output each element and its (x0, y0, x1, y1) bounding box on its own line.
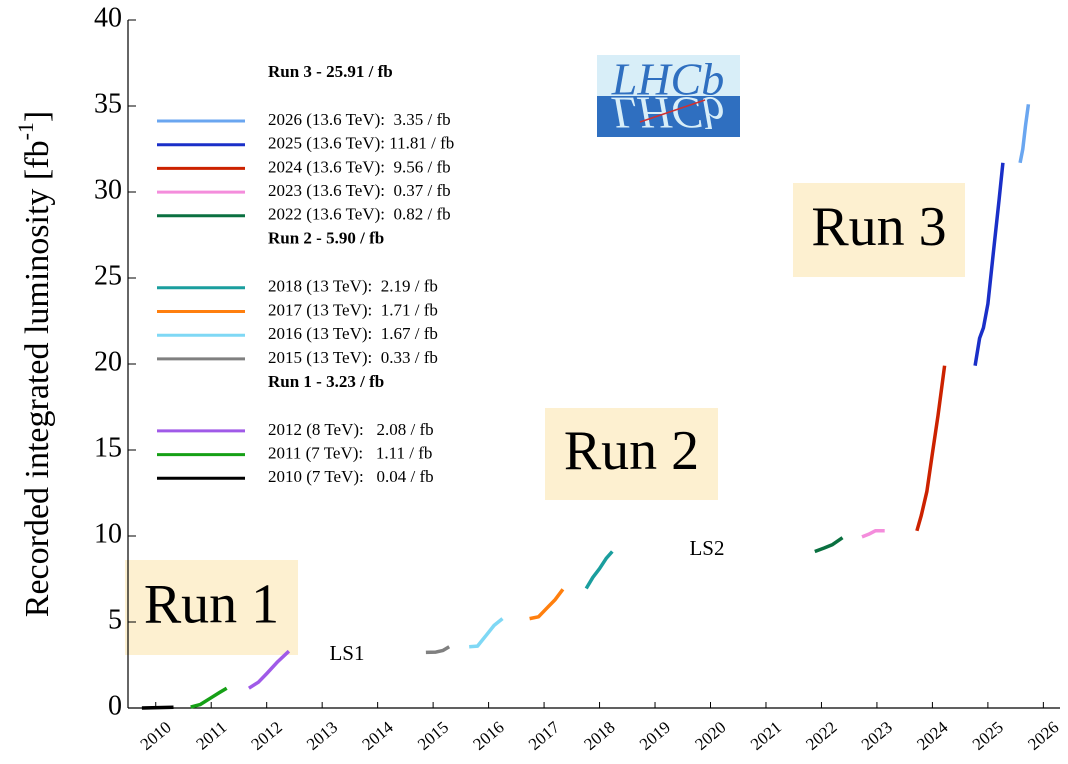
legend-label: 2024 (13.6 TeV): 9.56 / fb (268, 157, 451, 176)
run-label: Run 3 (811, 196, 946, 258)
legend-label: 2017 (13 TeV): 1.71 / fb (268, 300, 438, 319)
y-label-end: ] (19, 111, 56, 122)
legend-title: Run 3 - 25.91 / fb (268, 62, 393, 81)
legend-label: 2015 (13 TeV): 0.33 / fb (268, 348, 438, 367)
series-line (425, 645, 451, 655)
run-label: Run 1 (144, 573, 279, 635)
legend-label: 2018 (13 TeV): 2.19 / fb (268, 277, 438, 296)
legend-label: 2026 (13.6 TeV): 3.35 / fb (268, 110, 451, 129)
series-line (529, 588, 565, 621)
series-line (247, 649, 291, 690)
run-box (793, 183, 965, 277)
y-label-main: Recorded integrated luminosity [fb (19, 140, 56, 617)
run-label: Run 2 (564, 420, 699, 482)
legend-label: 2016 (13 TeV): 1.67 / fb (268, 324, 438, 343)
legend-title: Run 2 - 5.90 / fb (268, 229, 384, 248)
series-line (814, 536, 844, 554)
run-box (125, 560, 298, 655)
y-axis-label: Recorded integrated luminosity [fb-1] (13, 111, 56, 617)
y-label-sup: -1 (13, 122, 38, 140)
y-tick-label: 5 (108, 604, 122, 635)
logo: LHCb LHCb (597, 54, 740, 138)
logo-line (639, 99, 706, 123)
legend-label: 2023 (13.6 TeV): 0.37 / fb (268, 181, 451, 200)
y-tick-label: 10 (94, 518, 122, 549)
y-tick-label: 25 (94, 260, 122, 291)
legend-label: 2025 (13.6 TeV): 11.81 / fb (268, 134, 454, 153)
series-line (861, 529, 885, 539)
y-tick-label: 0 (108, 690, 122, 721)
run-box (545, 408, 718, 500)
series-line (190, 686, 228, 709)
y-tick-label: 40 (94, 2, 122, 33)
series-line (973, 162, 1005, 366)
logo-text: LHCb (611, 54, 724, 105)
series-line (469, 617, 504, 649)
y-tick-label: 35 (94, 88, 122, 119)
legend-title: Run 1 - 3.23 / fb (268, 372, 384, 391)
y-tick-label: 30 (94, 174, 122, 205)
legend-label: 2010 (7 TeV): 0.04 / fb (268, 467, 434, 486)
series-line (915, 365, 947, 532)
series-line (141, 705, 174, 710)
logo-bottom (597, 96, 740, 137)
y-tick-label: 15 (94, 432, 122, 463)
shutdown-label: LS2 (689, 536, 724, 560)
shutdown-label: LS1 (329, 641, 364, 665)
logo-top (597, 55, 740, 96)
series-line (1018, 104, 1031, 164)
legend-label: 2022 (13.6 TeV): 0.82 / fb (268, 205, 451, 224)
legend-label: 2012 (8 TeV): 2.08 / fb (268, 420, 434, 439)
legend-label: 2011 (7 TeV): 1.11 / fb (268, 444, 432, 463)
series-line (584, 550, 614, 590)
y-tick-label: 20 (94, 346, 122, 377)
